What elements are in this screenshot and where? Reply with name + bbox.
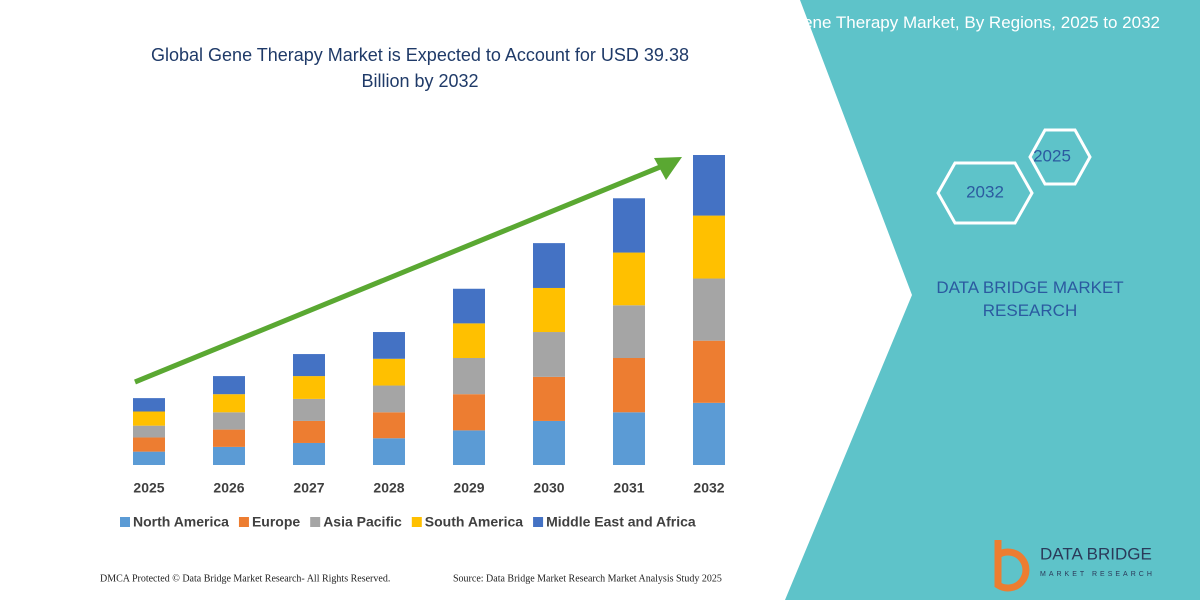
bar-segment — [213, 412, 245, 430]
hexagon — [1028, 128, 1092, 186]
bar-segment — [133, 398, 165, 412]
legend-label: Asia Pacific — [323, 514, 402, 530]
bar-segment — [613, 198, 645, 253]
logo-tagline: MARKET RESEARCH — [1040, 571, 1155, 578]
bar-segment — [533, 287, 565, 333]
bar-segment — [453, 323, 485, 358]
bar-segment — [613, 357, 645, 413]
legend-swatch — [238, 517, 249, 527]
trend-arrowhead — [654, 157, 682, 180]
panel-title-text: Global Gene Therapy Market, By Regions, … — [736, 13, 1160, 32]
legend-label: Middle East and Africa — [546, 514, 696, 530]
bar-segment — [533, 243, 565, 288]
bar-segment — [213, 394, 245, 413]
legend-swatch — [120, 517, 130, 527]
bar-segment — [533, 376, 565, 421]
bar-segment — [453, 430, 485, 465]
bar-segment — [133, 425, 165, 438]
footer-left: DMCA Protected © Data Bridge Market Rese… — [100, 573, 390, 584]
x-tick-label: 2029 — [453, 480, 484, 496]
bar-segment — [613, 252, 645, 306]
x-tick-label: 2026 — [213, 480, 244, 496]
x-tick-label: 2032 — [693, 480, 724, 496]
bar-segment — [373, 412, 405, 439]
panel-title: Global Gene Therapy Market, By Regions, … — [736, 13, 1160, 32]
brand-box: DATA BRIDGE MARKET RESEARCH — [936, 278, 1124, 320]
hex-label: 2025 — [1033, 146, 1071, 165]
title-box: Global Gene Therapy Market is Expected t… — [151, 45, 689, 91]
legend-swatch — [533, 517, 544, 527]
bar-segment — [453, 394, 485, 431]
bar-segment — [293, 442, 325, 465]
bar-segment — [133, 411, 165, 426]
bar-segment — [213, 429, 245, 447]
hexagon — [936, 161, 1034, 225]
bar-segment — [613, 412, 645, 465]
bar-segment — [373, 358, 405, 386]
bar-segment — [213, 376, 245, 395]
legend-label: South America — [425, 514, 523, 530]
bar-segment — [133, 451, 165, 465]
legend-swatch — [310, 517, 321, 527]
hex-label: 2032 — [966, 182, 1004, 201]
bar-segment — [533, 332, 565, 377]
legend-label: North America — [133, 514, 229, 530]
x-tick-label: 2025 — [133, 480, 164, 496]
bar-segment — [373, 438, 405, 465]
bar-segment — [293, 354, 325, 377]
bar-segment — [373, 332, 405, 359]
bar-segment — [693, 340, 725, 403]
brand: DATA BRIDGE MARKET RESEARCH — [936, 278, 1124, 320]
bar-segment — [693, 402, 725, 465]
bar-segment — [213, 446, 245, 465]
bar-segment — [533, 420, 565, 465]
bar-segment — [693, 155, 725, 216]
logo-name: DATA BRIDGE — [1040, 544, 1152, 563]
bar-segment — [453, 357, 485, 395]
bar-segment — [693, 215, 725, 279]
plot: 2025 2026 2027 2028 2029 2030 2031 2032 North Am… — [120, 155, 725, 530]
trend-arrow — [134, 162, 666, 385]
legend-swatch — [411, 517, 422, 527]
bar-segment — [133, 437, 165, 452]
bar-segment — [293, 398, 325, 421]
bar-segment — [453, 288, 485, 324]
x-tick-label: 2028 — [373, 480, 404, 496]
side-panel — [785, 0, 1200, 600]
x-tick-label: 2030 — [533, 480, 564, 496]
bar-segment — [693, 278, 725, 341]
x-tick-label: 2027 — [293, 480, 324, 496]
chart-title: Global Gene Therapy Market is Expected t… — [151, 45, 689, 91]
bar-segment — [293, 376, 325, 399]
legend-label: Europe — [252, 514, 300, 530]
x-tick-label: 2031 — [613, 480, 644, 496]
footer-right: Source: Data Bridge Market Research Mark… — [453, 573, 722, 584]
bar-segment — [613, 305, 645, 358]
logo-mark — [994, 540, 1030, 592]
bar-segment — [373, 385, 405, 413]
bar-segment — [293, 420, 325, 443]
